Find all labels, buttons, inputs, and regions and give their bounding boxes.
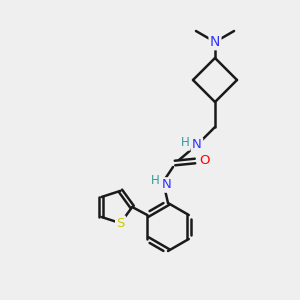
Text: S: S	[116, 217, 125, 230]
Text: H: H	[181, 136, 189, 149]
Text: N: N	[162, 178, 172, 191]
Text: O: O	[199, 154, 209, 167]
Text: N: N	[210, 35, 220, 49]
Text: H: H	[151, 175, 159, 188]
Text: N: N	[192, 139, 202, 152]
